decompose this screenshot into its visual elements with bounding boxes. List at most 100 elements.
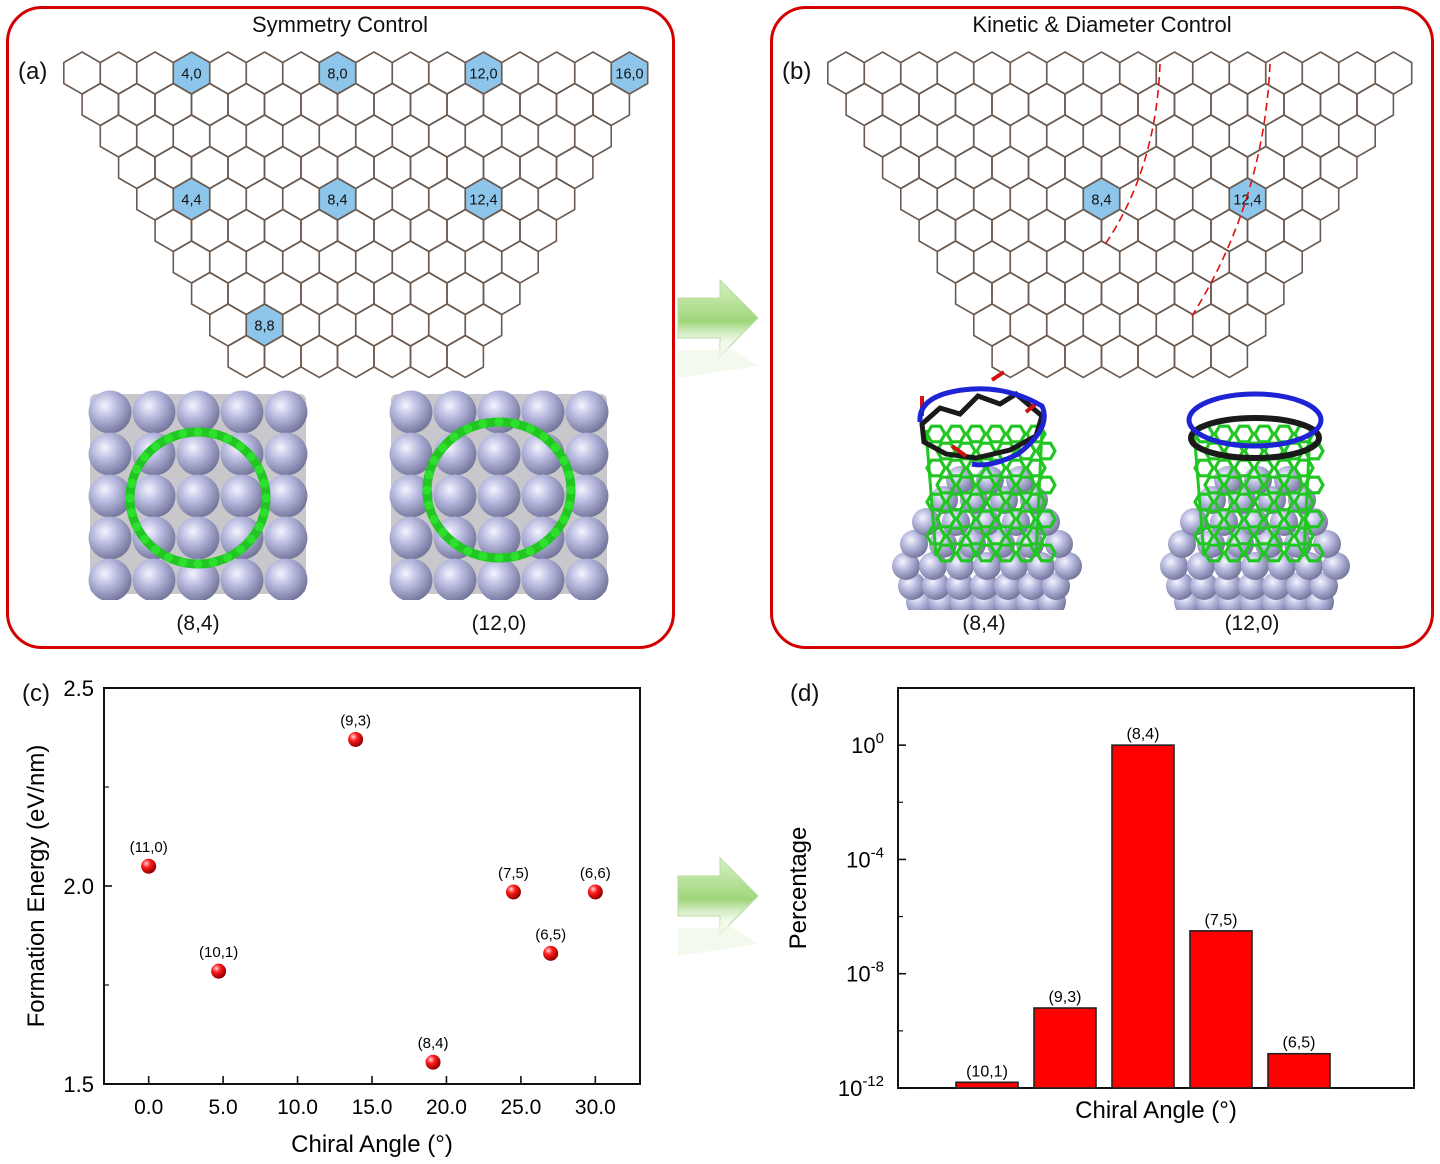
hexagon-cell — [845, 82, 884, 127]
hexagon-cell — [1301, 51, 1340, 95]
metal-atom — [521, 558, 565, 600]
hexagon-cell — [1173, 208, 1212, 253]
carbon-atom — [510, 419, 520, 429]
hexagon-cell — [1210, 82, 1249, 127]
metal-atom — [433, 390, 477, 434]
data-point — [141, 858, 157, 874]
hexagon-cell — [209, 240, 247, 284]
hexagon-cell — [1045, 51, 1085, 95]
metal-atom — [946, 572, 974, 600]
carbon-atom — [510, 551, 520, 561]
carbon-hexagon — [1223, 543, 1245, 563]
panel-b-letter: (b) — [782, 58, 812, 85]
hexagon-cell — [1191, 51, 1231, 95]
hexagon-cell — [427, 177, 467, 221]
metal-atom — [264, 432, 308, 476]
hexagon-cell — [446, 334, 485, 379]
hexagon-cell — [954, 208, 993, 253]
metal-atom — [389, 558, 433, 600]
carbon-atom — [564, 470, 574, 480]
hexagon-cell — [1319, 145, 1358, 190]
hexagon-cell — [1264, 240, 1304, 284]
y-tick-label: 100 — [851, 730, 884, 758]
carbon-hexagon — [975, 543, 997, 563]
carbon-hexagon — [1283, 543, 1305, 563]
metal-atom — [264, 516, 308, 560]
carbon-atom — [449, 538, 459, 548]
carbon-atom — [127, 478, 137, 488]
metal-atom — [1160, 552, 1188, 580]
x-tick-label: 15.0 — [352, 1096, 393, 1119]
hexagon-cell — [281, 114, 321, 158]
hexagon-cell — [1264, 114, 1304, 158]
carbon-hexagon — [1035, 475, 1057, 495]
bar — [1189, 930, 1253, 1089]
y-tick-label: 10-4 — [846, 844, 884, 872]
hexagon-cell — [826, 51, 865, 95]
hexagon-cell — [1228, 240, 1267, 284]
hexagon-cell — [1100, 334, 1139, 379]
carbon-atom — [429, 515, 439, 525]
carbon-atom — [127, 508, 137, 518]
hexagon-cell — [318, 114, 357, 158]
carbon-hexagon — [1025, 458, 1047, 478]
hexagon-cell — [954, 82, 993, 127]
hexagon-cell — [537, 177, 576, 221]
carbon-hexagon — [1233, 458, 1255, 478]
carbon-atom — [564, 500, 574, 510]
panel-a-frame — [6, 6, 675, 649]
carbon-atom — [494, 553, 504, 563]
data-label: (9,3) — [340, 712, 371, 729]
x-tick-label: 25.0 — [500, 1096, 541, 1119]
hexagon-cell — [1082, 51, 1121, 95]
metal-atom — [264, 558, 308, 600]
arrow-right-icon — [677, 856, 759, 956]
data-label: (7,5) — [498, 865, 529, 882]
metal-atom — [565, 474, 609, 518]
hexagon-cell — [1009, 51, 1048, 95]
hexagon-cell — [1027, 271, 1066, 316]
hexagon-cell — [519, 145, 558, 190]
tube-edge — [1034, 429, 1044, 557]
hexagon-cell — [1210, 334, 1249, 379]
carbon-atom — [178, 557, 188, 567]
catalyst-top-view-12-0 — [389, 390, 609, 600]
hexagon-cell — [1137, 271, 1176, 316]
carbon-atom — [550, 443, 560, 453]
hexagon-cell — [863, 114, 902, 158]
hexagon-label: 8,8 — [254, 319, 274, 335]
hexagon-cell — [1155, 51, 1194, 95]
hexagon-cell — [245, 51, 284, 95]
hexagon-cell — [1118, 177, 1158, 221]
hexagon-cell — [464, 303, 503, 347]
carbon-atom — [429, 455, 439, 465]
data-label: (10,1) — [199, 944, 238, 961]
carbon-atom — [478, 551, 488, 561]
hexagon-cell — [1301, 114, 1340, 158]
hexagon-cell — [1155, 177, 1194, 221]
carbon-atom — [178, 429, 188, 439]
hexagon-cell — [209, 114, 247, 158]
metal-atom — [900, 530, 928, 558]
carbon-hexagon — [1263, 543, 1285, 563]
hexagon-cell — [1319, 82, 1358, 127]
hexagon-cell — [936, 114, 975, 158]
metal-atom — [220, 390, 264, 434]
x-axis-label: Chiral Angle (°) — [1075, 1097, 1237, 1124]
hexagon-cell — [245, 240, 284, 284]
hexagon-cell — [1374, 51, 1413, 95]
hexagon-cell — [318, 240, 357, 284]
hexagon-cell — [1191, 177, 1231, 221]
hexagon-cell — [373, 208, 412, 253]
metal-atom — [88, 474, 132, 518]
hexagon-cell — [1118, 303, 1158, 347]
hexagon-cell — [918, 82, 957, 127]
cap-ring-blue — [917, 386, 1047, 468]
bar-label: (9,3) — [1049, 989, 1082, 1006]
y-tick-label: 2.5 — [63, 676, 94, 701]
y-axis-label: Formation Energy (eV/nm) — [23, 745, 50, 1028]
hexagon-cell — [1301, 177, 1340, 221]
metal-atom — [1214, 572, 1242, 600]
hexagon-cell — [900, 177, 938, 221]
hexagon-cell — [973, 240, 1011, 284]
